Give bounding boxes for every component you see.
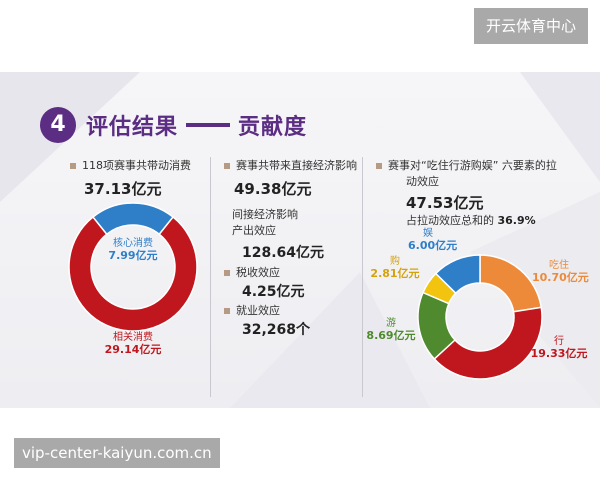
brand-badge: 开云体育中心 bbox=[473, 8, 588, 44]
col2-tax-value: 4.25亿元 bbox=[242, 284, 305, 300]
bullet-icon bbox=[224, 308, 230, 314]
bullet-icon bbox=[70, 163, 76, 169]
donut-slice-相关消费 bbox=[68, 216, 198, 332]
donut2-label-xing: 行 19.33亿元 bbox=[530, 336, 588, 360]
col1-label: 118项赛事共带动消费 bbox=[82, 159, 191, 172]
section-title-left: 评估结果 bbox=[86, 115, 179, 140]
donut2-label-yu: 娱 6.00亿元 bbox=[408, 228, 458, 252]
donut-chart-six-elements bbox=[417, 254, 543, 380]
col2-output-value: 128.64亿元 bbox=[242, 245, 325, 261]
bullet-icon bbox=[224, 163, 230, 169]
section-title-right: 贡献度 bbox=[238, 115, 308, 140]
col2-jobs-value: 32,268个 bbox=[242, 322, 311, 338]
section-number: 4 bbox=[40, 107, 76, 143]
donut2-label-gou: 购 2.81亿元 bbox=[370, 256, 420, 280]
divider-2 bbox=[362, 157, 363, 397]
col3-block: 赛事对“吃住行游购娱” 六要素的拉 动效应 47.53亿元 占拉动效应总和的 3… bbox=[376, 158, 557, 229]
donut2-label-chizhu: 吃住 10.70亿元 bbox=[532, 260, 589, 284]
donut1-inner-label: 核心消费 7.99亿元 bbox=[108, 238, 158, 262]
col1-header: 118项赛事共带动消费 37.13亿元 bbox=[70, 158, 191, 199]
col2-jobs-label: 就业效应 bbox=[236, 304, 280, 317]
donut-slice-核心消费 bbox=[91, 202, 175, 236]
bullet-icon bbox=[376, 163, 382, 169]
col3-share-value: 36.9% bbox=[497, 214, 536, 227]
divider-1 bbox=[210, 157, 211, 397]
col2-indirect-title: 间接经济影响 bbox=[232, 208, 298, 221]
donut-chart-consumption bbox=[68, 202, 198, 332]
col2-tax-label: 税收效应 bbox=[236, 266, 280, 279]
donut1-outer-label: 相关消费 29.14亿元 bbox=[104, 332, 162, 356]
watermark-url: vip-center-kaiyun.com.cn bbox=[14, 438, 220, 468]
bullet-icon bbox=[224, 270, 230, 276]
col3-label-line2: 动效应 bbox=[406, 175, 439, 188]
col1-total: 37.13亿元 bbox=[84, 180, 162, 198]
section-title: 4 评估结果 贡献度 bbox=[40, 107, 307, 143]
col2-block: 赛事共带来直接经济影响 49.38亿元 间接经济影响 产出效应 128.64亿元… bbox=[224, 158, 357, 339]
donut-slice-行 bbox=[433, 306, 543, 380]
col3-total: 47.53亿元 bbox=[406, 194, 484, 212]
col2-output-label: 产出效应 bbox=[232, 224, 276, 237]
col3-label-line1: 赛事对“吃住行游购娱” 六要素的拉 bbox=[388, 159, 557, 172]
slide: 4 评估结果 贡献度 118项赛事共带动消费 37.13亿元 核心消费 7.99… bbox=[0, 72, 600, 408]
donut-slice-娱 bbox=[434, 254, 481, 295]
col2-label: 赛事共带来直接经济影响 bbox=[236, 159, 357, 172]
col2-direct: 49.38亿元 bbox=[234, 180, 312, 198]
col3-share: 占拉动效应总和的 36.9% bbox=[406, 214, 536, 227]
title-dash bbox=[186, 123, 231, 127]
donut2-label-you: 游 8.69亿元 bbox=[366, 318, 416, 342]
